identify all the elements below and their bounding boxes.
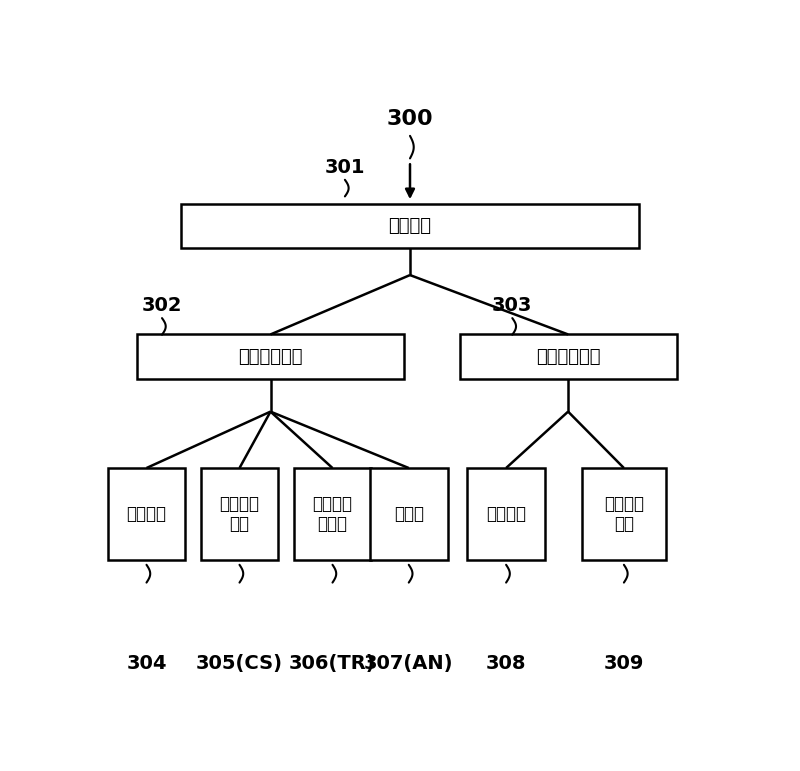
Text: 软件控制系统: 软件控制系统 bbox=[536, 348, 600, 365]
Text: 301: 301 bbox=[325, 158, 365, 177]
Text: 数据管理
系统: 数据管理 系统 bbox=[604, 495, 644, 534]
Text: 308: 308 bbox=[486, 654, 526, 673]
Bar bbox=[181, 204, 639, 248]
Text: 硬件控制系统: 硬件控制系统 bbox=[238, 348, 302, 365]
Text: 细胞分选
机构: 细胞分选 机构 bbox=[219, 495, 259, 534]
Text: 302: 302 bbox=[142, 296, 182, 315]
Text: 分析软件: 分析软件 bbox=[486, 505, 526, 523]
Text: 300: 300 bbox=[386, 109, 434, 130]
Bar bbox=[459, 335, 677, 379]
Bar bbox=[582, 468, 666, 560]
Text: 流道系统: 流道系统 bbox=[126, 505, 166, 523]
Text: 309: 309 bbox=[604, 654, 644, 673]
Text: 305(CS): 305(CS) bbox=[196, 654, 283, 673]
Text: 307(AN): 307(AN) bbox=[364, 654, 454, 673]
Bar bbox=[467, 468, 545, 560]
Text: 306(TR): 306(TR) bbox=[289, 654, 376, 673]
Bar bbox=[108, 468, 186, 560]
Bar bbox=[370, 468, 447, 560]
Bar bbox=[294, 468, 371, 560]
Bar bbox=[138, 335, 404, 379]
Text: 303: 303 bbox=[492, 296, 533, 315]
Text: 304: 304 bbox=[126, 654, 166, 673]
Bar bbox=[201, 468, 278, 560]
Text: 分析器: 分析器 bbox=[394, 505, 424, 523]
Text: 分选信号
发生器: 分选信号 发生器 bbox=[313, 495, 353, 534]
Text: 用户界面: 用户界面 bbox=[389, 217, 431, 235]
